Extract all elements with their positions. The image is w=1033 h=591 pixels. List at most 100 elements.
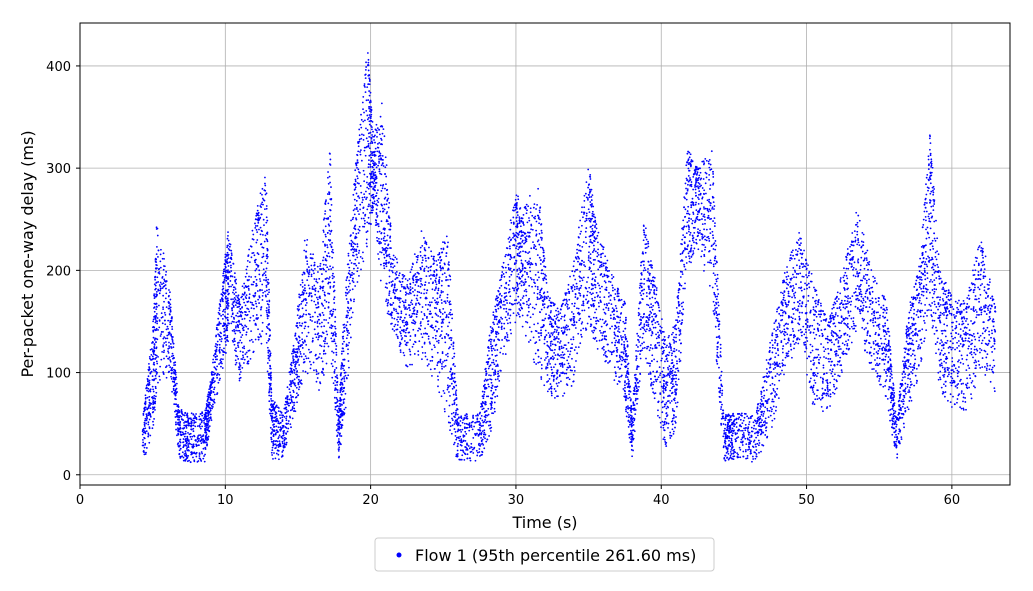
data-point — [366, 196, 368, 199]
data-point — [369, 142, 372, 145]
data-point — [187, 445, 190, 447]
data-point — [404, 278, 407, 280]
data-point — [453, 402, 456, 404]
data-point — [355, 192, 358, 195]
data-point — [498, 293, 501, 296]
data-point — [204, 448, 207, 451]
data-point — [209, 417, 212, 420]
data-point — [294, 384, 297, 387]
data-point — [199, 440, 202, 442]
data-point — [215, 350, 218, 352]
data-point — [316, 357, 319, 360]
data-point — [527, 252, 529, 255]
data-point — [271, 412, 274, 415]
data-point — [421, 259, 424, 262]
data-point — [266, 300, 268, 303]
data-point — [468, 429, 471, 432]
data-point — [425, 259, 427, 262]
data-point — [169, 343, 172, 345]
data-point — [190, 418, 193, 421]
data-point — [324, 210, 327, 213]
points-layer — [141, 52, 997, 464]
data-point — [487, 413, 490, 416]
data-point — [331, 241, 333, 244]
data-point — [315, 380, 318, 383]
data-point — [179, 424, 181, 427]
data-point — [374, 147, 377, 150]
data-point — [170, 317, 173, 320]
data-point — [434, 279, 437, 282]
data-point — [470, 426, 473, 428]
data-point — [144, 396, 147, 399]
data-point — [317, 306, 320, 308]
data-point — [277, 437, 280, 440]
data-point — [224, 266, 227, 269]
data-point — [234, 298, 237, 301]
data-point — [424, 257, 427, 260]
data-point — [469, 459, 472, 462]
data-point — [250, 307, 253, 310]
data-point — [195, 413, 197, 415]
data-point — [154, 377, 157, 380]
data-point — [440, 330, 443, 332]
data-point — [368, 185, 371, 187]
data-point — [441, 365, 443, 368]
data-point — [429, 360, 432, 362]
data-point — [193, 460, 196, 463]
data-point — [328, 229, 331, 232]
data-point — [326, 193, 329, 195]
data-point — [146, 417, 149, 420]
data-point — [230, 264, 232, 267]
data-point — [209, 407, 212, 409]
data-point — [211, 380, 213, 382]
data-point — [250, 283, 253, 286]
data-point — [527, 306, 530, 309]
data-point — [157, 281, 160, 283]
data-point — [416, 278, 419, 281]
data-point — [401, 273, 404, 276]
data-point — [330, 203, 333, 206]
data-point — [454, 413, 457, 416]
data-point — [205, 407, 208, 410]
data-point — [343, 377, 346, 380]
data-point — [224, 308, 227, 311]
data-point — [405, 335, 408, 338]
data-point — [285, 441, 288, 444]
data-point — [449, 378, 451, 380]
data-point — [246, 362, 249, 365]
data-point — [259, 233, 262, 236]
data-point — [312, 269, 315, 272]
data-point — [417, 329, 419, 332]
data-point — [298, 386, 301, 388]
data-point — [505, 271, 508, 274]
data-point — [154, 329, 157, 332]
data-point — [226, 303, 229, 306]
data-point — [475, 414, 477, 417]
data-point — [385, 164, 388, 167]
data-point — [452, 393, 455, 396]
data-point — [168, 332, 171, 335]
data-point — [170, 378, 173, 380]
data-point — [293, 404, 295, 407]
data-point — [447, 415, 450, 418]
data-point — [224, 311, 226, 313]
data-point — [404, 331, 407, 334]
data-point — [363, 119, 366, 122]
data-point — [416, 256, 419, 259]
data-point — [517, 313, 520, 316]
data-point — [250, 256, 253, 259]
data-point — [518, 222, 521, 225]
data-point — [239, 364, 242, 367]
data-point — [324, 294, 326, 297]
data-point — [145, 451, 147, 454]
data-point — [392, 288, 395, 291]
data-point — [250, 338, 253, 341]
data-point — [403, 306, 406, 308]
data-point — [516, 269, 519, 272]
data-point — [423, 247, 426, 249]
data-point — [261, 321, 264, 324]
data-point — [352, 251, 355, 254]
data-point — [156, 320, 159, 323]
data-point — [222, 313, 224, 316]
